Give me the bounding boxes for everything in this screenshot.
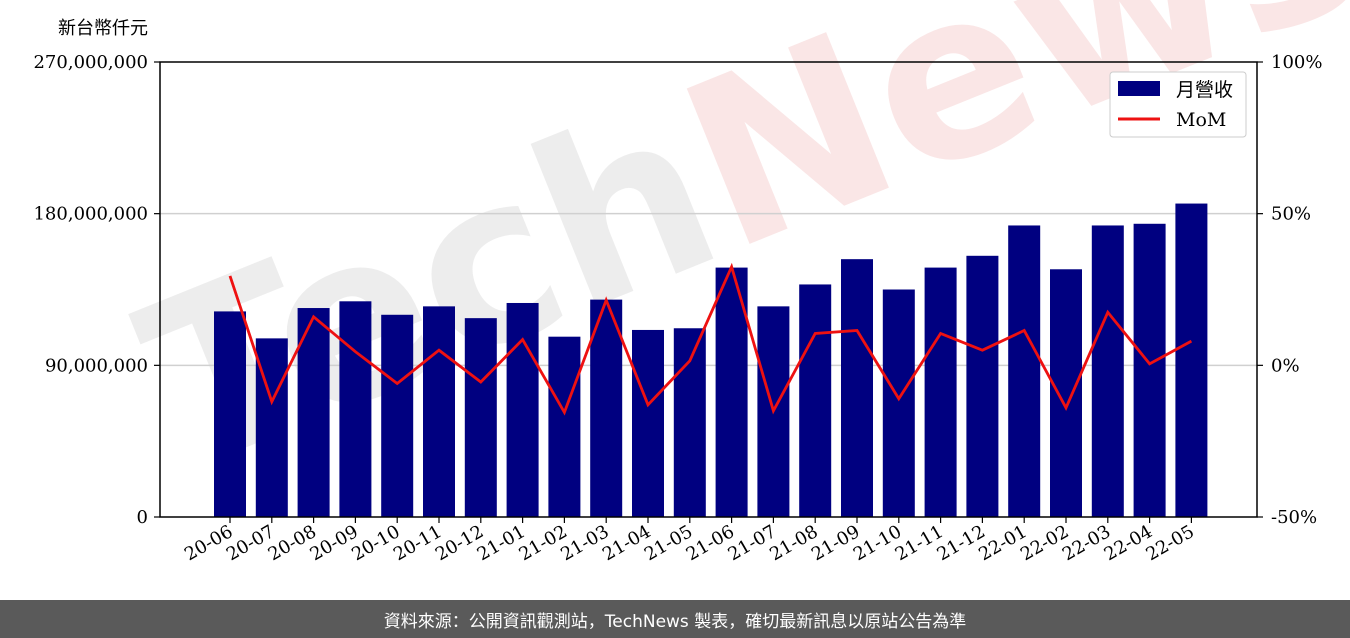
revenue-bar — [924, 267, 957, 517]
left-tick-label: 270,000,000 — [33, 52, 148, 73]
revenue-bar — [381, 314, 414, 517]
left-tick-label: 90,000,000 — [45, 355, 148, 376]
y-unit-label: 新台幣仟元 — [58, 18, 148, 39]
right-tick-label: 50% — [1271, 204, 1311, 225]
revenue-bar — [214, 311, 246, 517]
mom-line-group — [228, 262, 1193, 416]
revenue-bar — [1091, 225, 1124, 518]
revenue-bar — [506, 302, 539, 517]
revenue-bar — [966, 255, 999, 517]
revenue-bar — [799, 284, 832, 517]
revenue-bar — [1008, 225, 1041, 518]
plot-frame — [159, 61, 1258, 518]
revenue-bar — [339, 301, 372, 517]
x-axis: 20-0620-0720-0820-0920-1020-1120-1221-01… — [181, 517, 1198, 565]
revenue-bar — [590, 299, 623, 517]
left-axis: 0 90,000,000 180,000,000 270,000,000 — [33, 52, 160, 528]
revenue-bar — [1175, 203, 1208, 518]
legend-line-label: MoM — [1176, 109, 1226, 131]
right-tick-label: 100% — [1271, 52, 1322, 73]
revenue-chart: TechNews 新台幣仟元 090,000,000180,000,000270… — [33, 0, 1350, 565]
mom-line — [228, 262, 1193, 416]
revenue-bar — [548, 336, 581, 517]
left-tick-label: 0 — [137, 507, 148, 528]
legend: 月營收 MoM — [1109, 71, 1247, 138]
revenue-bar — [464, 318, 497, 517]
revenue-bar — [1133, 223, 1166, 517]
revenue-bar — [882, 289, 915, 517]
source-footer: 資料來源：公開資訊觀測站，TechNews 製表，確切最新訊息以原站公告為準 — [0, 600, 1350, 638]
revenue-bar — [1050, 269, 1082, 517]
revenue-bar — [673, 328, 706, 517]
legend-bar-swatch — [1118, 81, 1160, 96]
right-axis: -50% 0% 50% 100% — [1257, 52, 1322, 528]
revenue-bar — [297, 308, 330, 517]
x-tick-label: 22-05 — [1142, 521, 1197, 565]
revenue-bar — [715, 267, 748, 517]
revenue-bar — [841, 259, 873, 517]
revenue-bar — [423, 306, 455, 517]
revenue-bar — [632, 329, 664, 517]
right-tick-label: 0% — [1271, 355, 1300, 376]
legend-bar-label: 月營收 — [1176, 79, 1233, 101]
right-tick-label: -50% — [1271, 507, 1317, 528]
left-tick-label: 180,000,000 — [33, 204, 148, 225]
